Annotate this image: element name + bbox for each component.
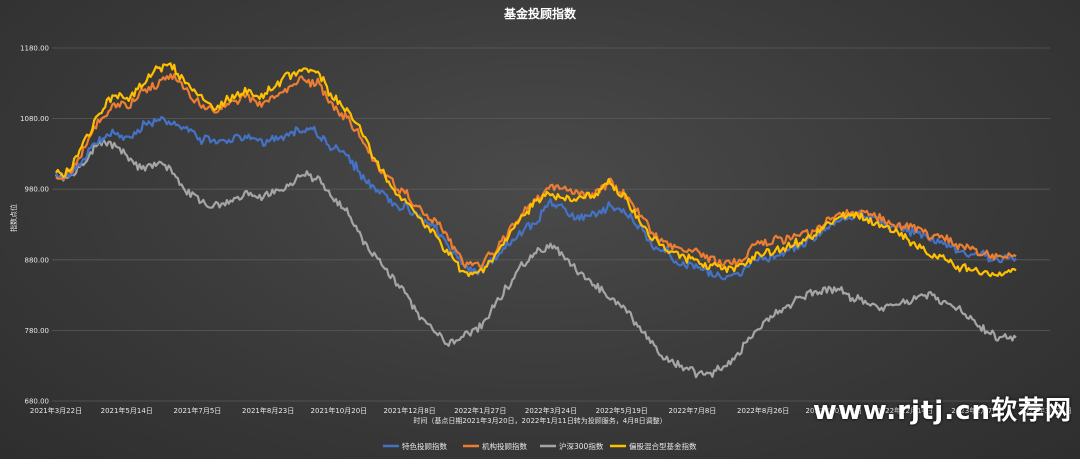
x-tick-label: 2021年3月22日 — [30, 406, 82, 415]
x-tick-label: 2021年8月23日 — [242, 406, 294, 415]
x-tick-label: 2022年12月14日 — [876, 406, 933, 415]
x-tick-label: 2022年1月27日 — [454, 406, 506, 415]
x-tick-label: 2022年8月26日 — [737, 406, 789, 415]
y-axis-ticks: 680.00 780.00 880.00 980.00 1080.00 1180.00 — [20, 45, 49, 406]
legend-label: 特色投顾指数 — [402, 441, 447, 451]
x-tick-label: 2022年3月24日 — [525, 406, 577, 415]
y-tick-label: 1080.00 — [20, 115, 49, 123]
y-tick-label: 780.00 — [25, 327, 50, 335]
x-axis-label: 时间（基点日期2021年3月20日，2022年1月11日转为投顾服务，4月8日调… — [413, 416, 666, 425]
legend-item: 机构投顾指数 — [463, 441, 527, 451]
x-tick-label: 2022年10月24日 — [806, 406, 863, 415]
legend-label: 沪深300指数 — [559, 441, 604, 451]
series-line — [55, 73, 1017, 269]
x-axis-ticks: 2021年3月22日 2021年5月14日 2021年7月5日 2021年8月23日 2… — [30, 406, 1072, 415]
x-tick-label: 2021年5月14日 — [101, 406, 153, 415]
x-tick-label: 2023年2月7日 — [951, 406, 999, 415]
y-tick-label: 680.00 — [25, 398, 50, 406]
y-axis-label: 指数点位 — [9, 204, 18, 232]
legend-item: 沪深300指数 — [540, 441, 604, 451]
series-lines — [54, 62, 1017, 379]
legend-item: 偏股混合型基金指数 — [610, 441, 697, 451]
x-tick-label: 2021年7月5日 — [174, 406, 222, 415]
x-tick-label: 2021年12月8日 — [383, 406, 435, 415]
x-tick-label: 2022年5月19日 — [596, 406, 648, 415]
y-tick-label: 1180.00 — [20, 45, 49, 53]
legend: 特色投顾指数 机构投顾指数 沪深300指数 偏股混合型基金指数 — [383, 441, 697, 451]
x-tick-label: 2021年10月20日 — [311, 406, 368, 415]
gridlines — [52, 47, 1050, 402]
x-tick-label: 2023年3月30日 — [1020, 406, 1072, 415]
legend-item: 特色投顾指数 — [383, 441, 447, 451]
x-tick-label: 2022年7月8日 — [669, 406, 717, 415]
chart-title: 基金投顾指数 — [503, 6, 577, 21]
y-tick-label: 880.00 — [25, 256, 50, 264]
legend-label: 偏股混合型基金指数 — [629, 441, 697, 451]
series-line — [55, 62, 1017, 278]
y-tick-label: 980.00 — [25, 186, 50, 194]
watermark: www.rjtj.cn软荐网 — [812, 396, 1072, 426]
series-line — [55, 138, 1017, 379]
legend-label: 机构投顾指数 — [482, 441, 527, 451]
